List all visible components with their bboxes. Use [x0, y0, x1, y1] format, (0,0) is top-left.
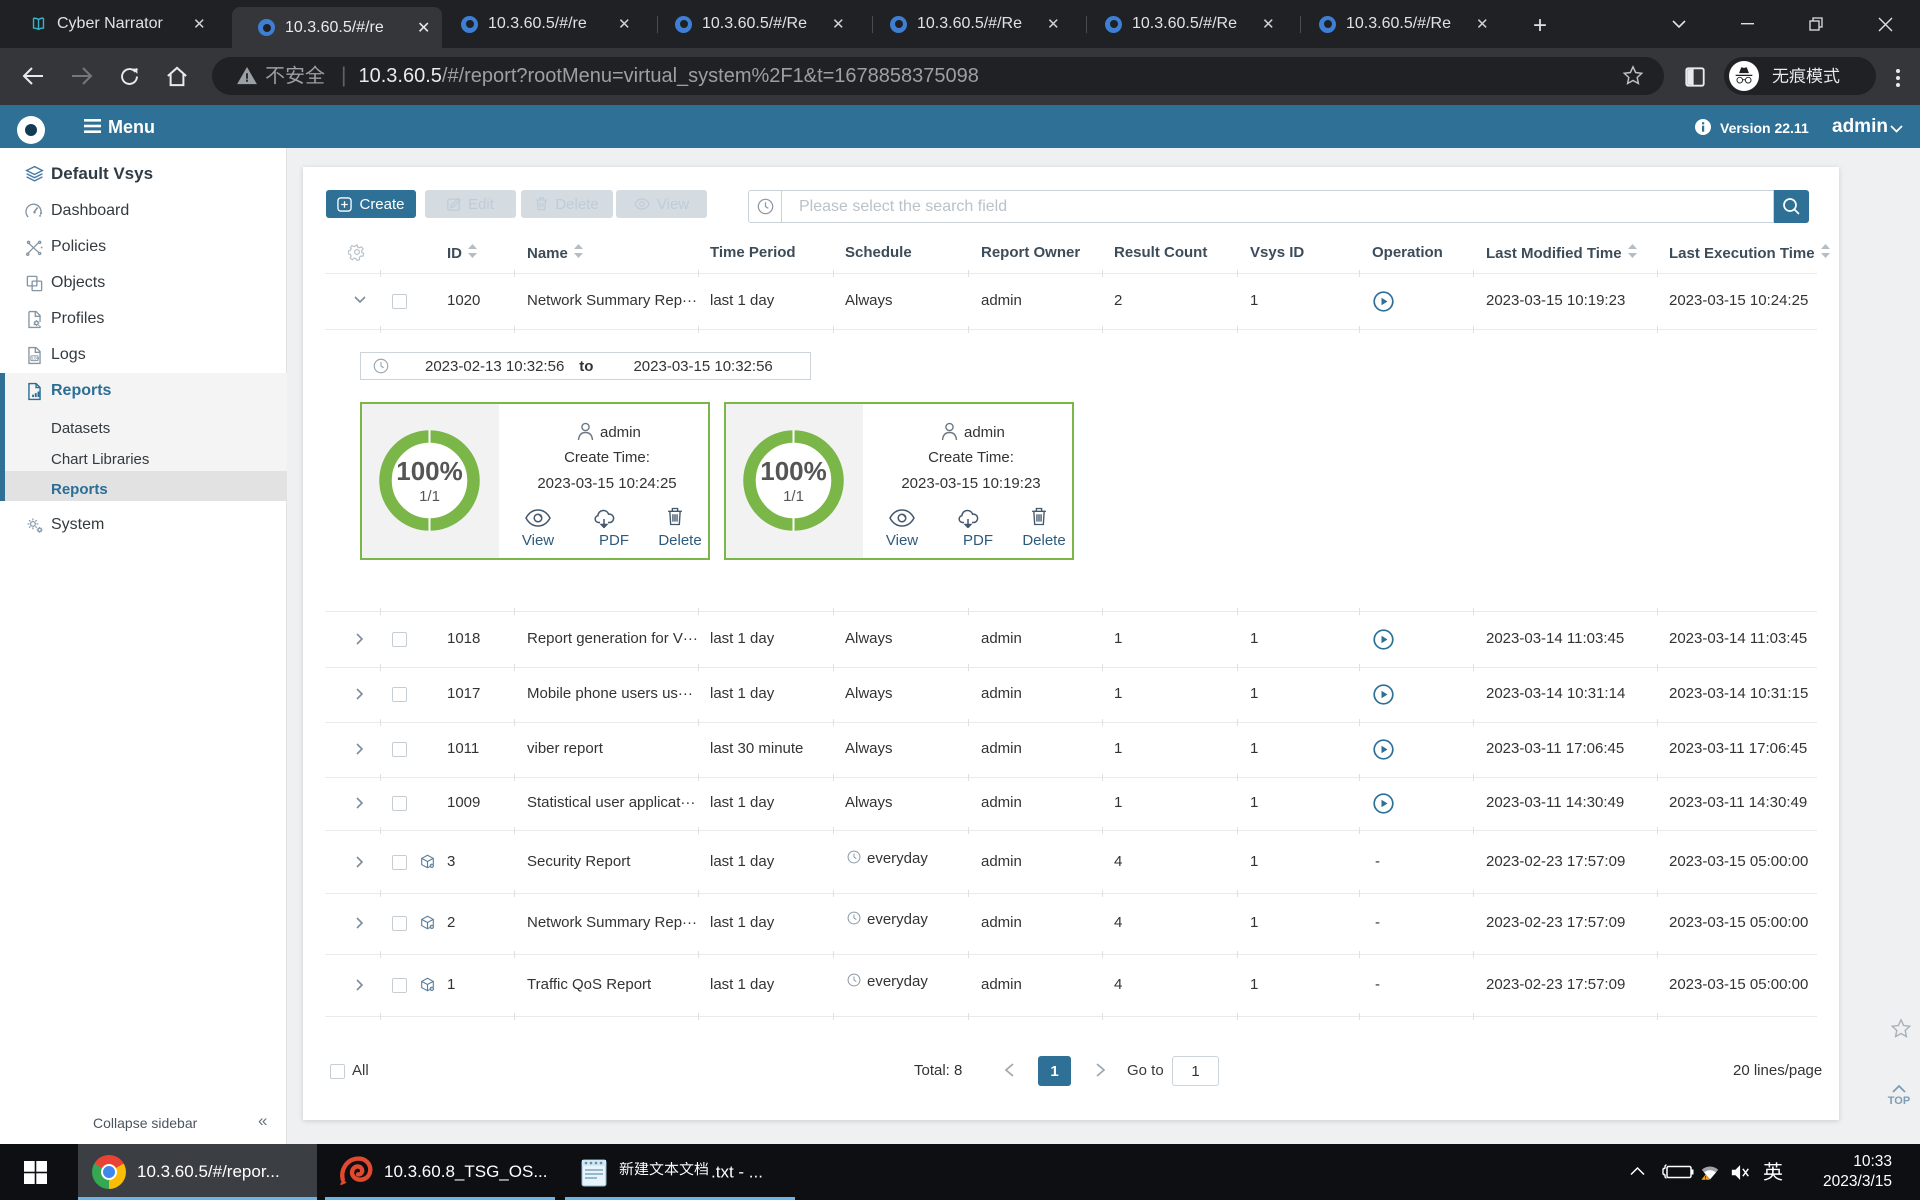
svg-text:LOG: LOG	[32, 356, 40, 360]
